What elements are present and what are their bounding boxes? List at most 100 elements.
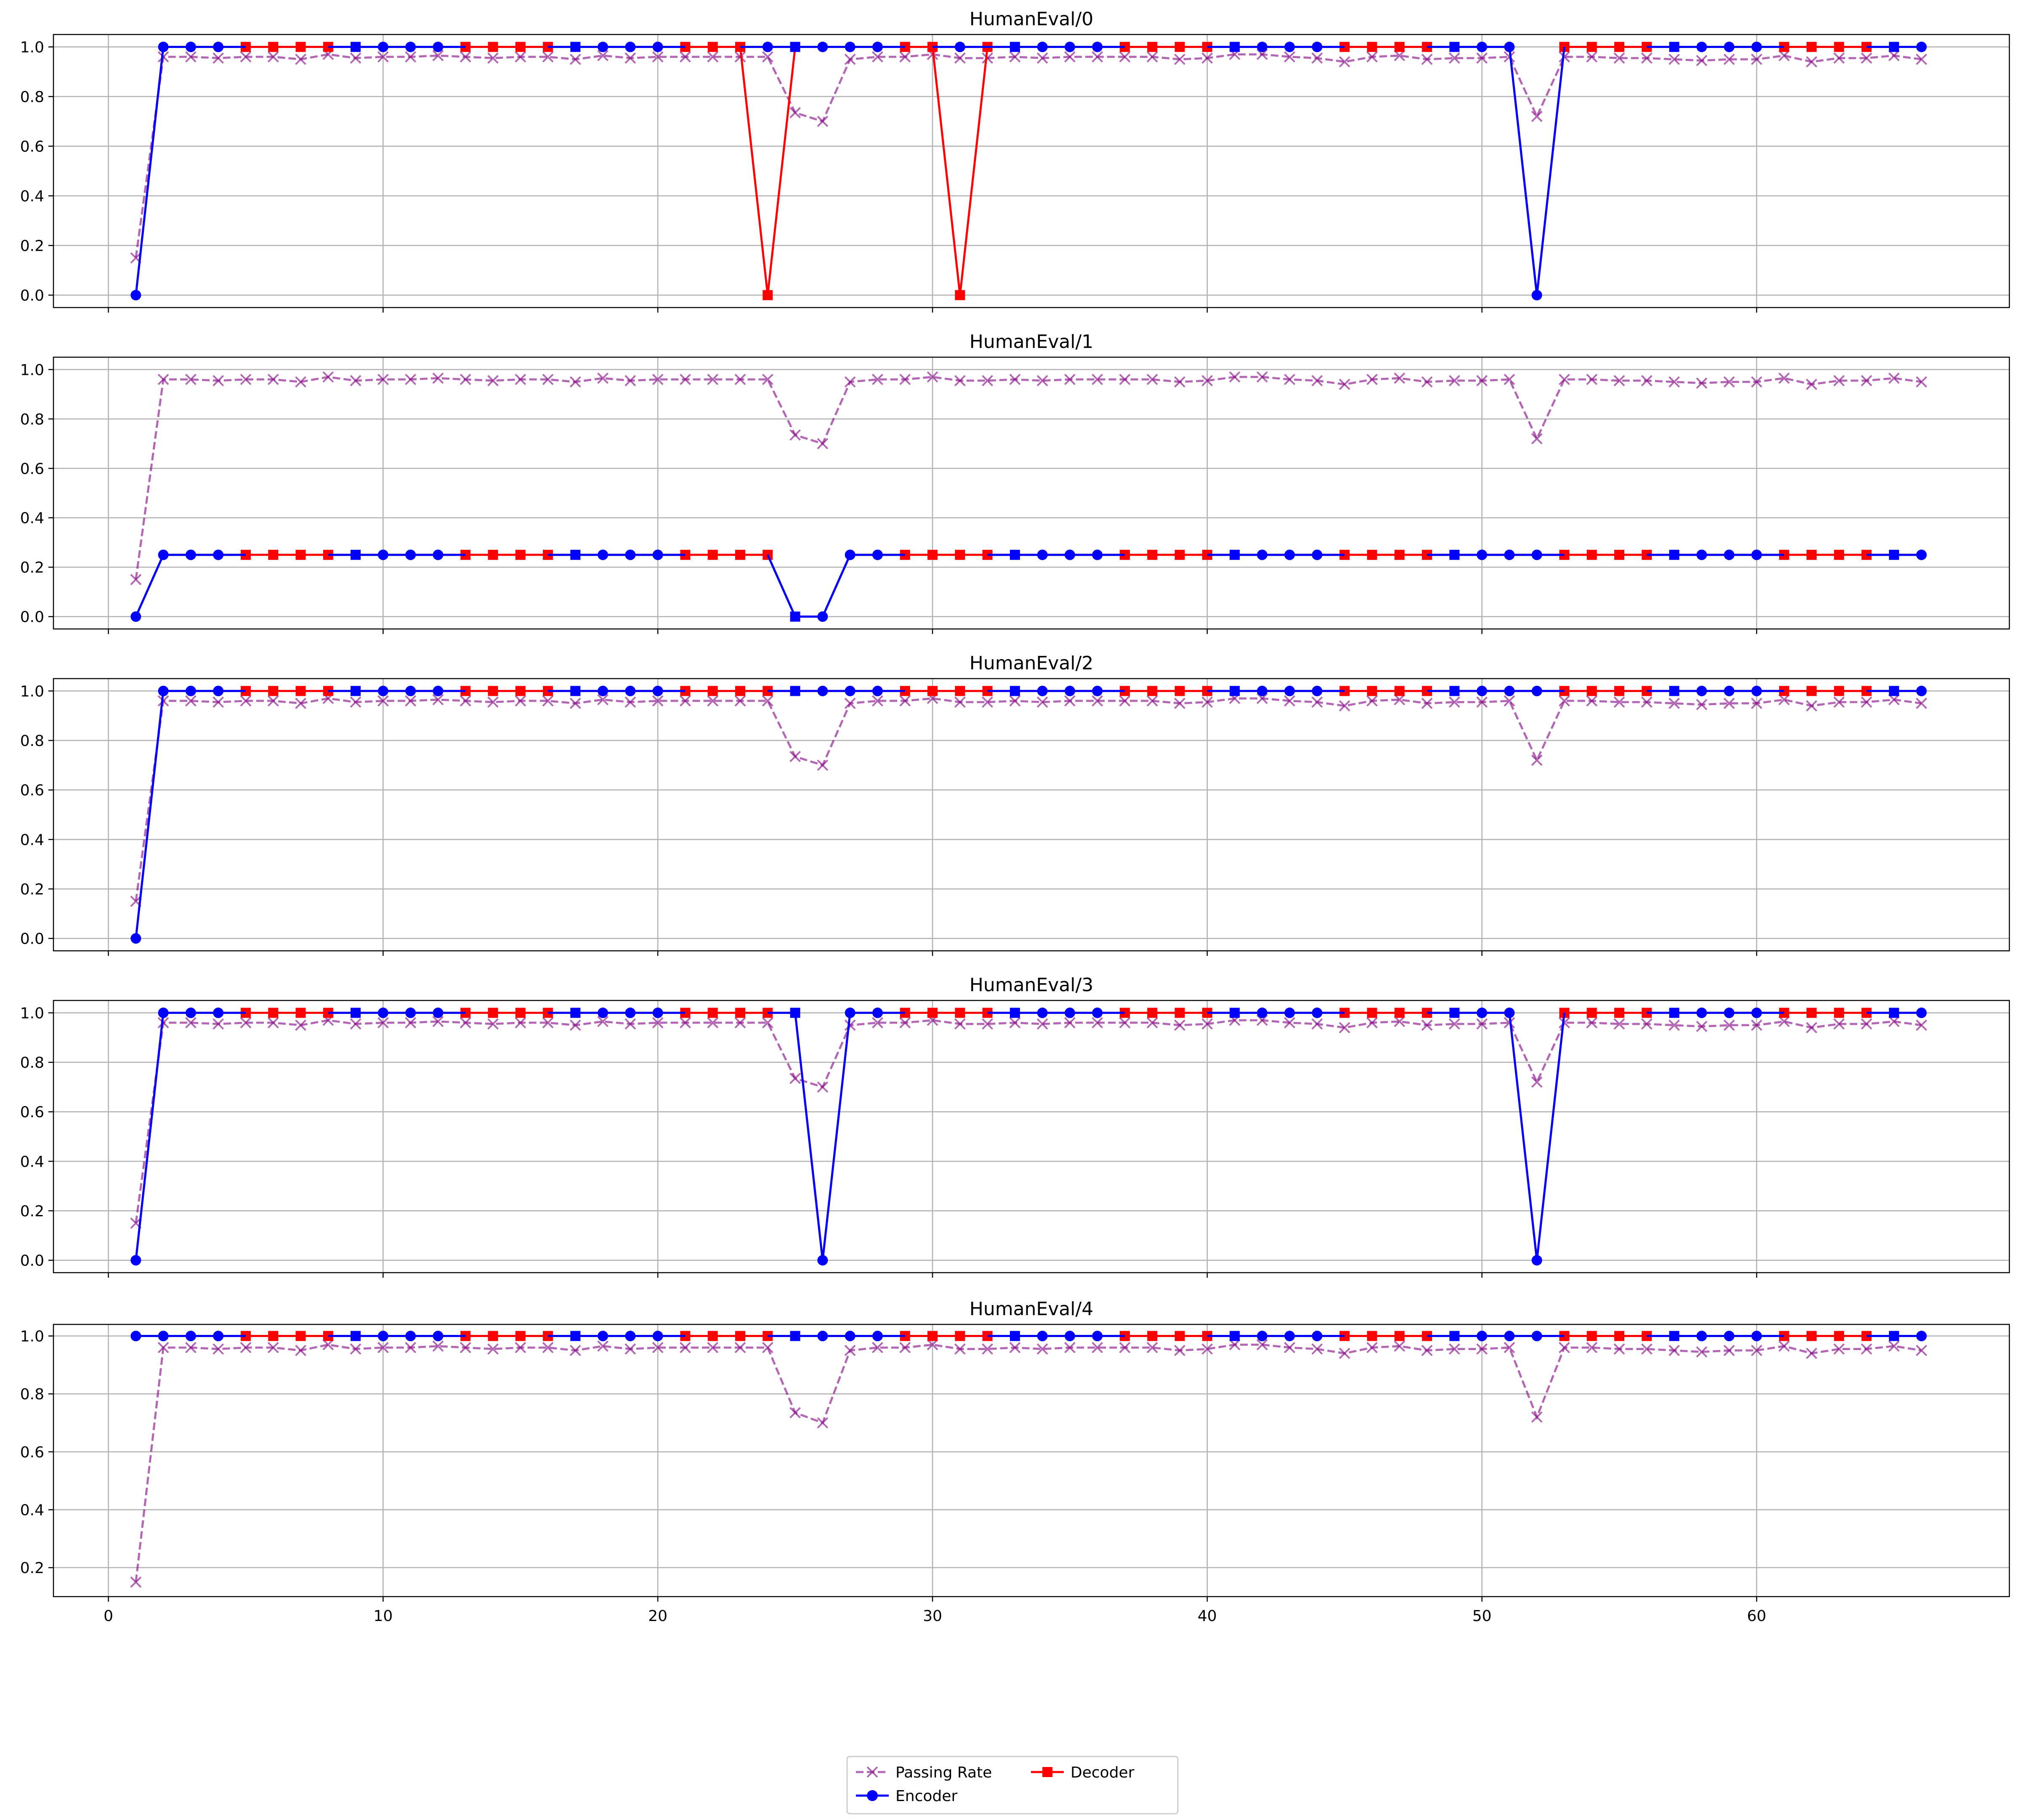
passing-rate-point [954, 1343, 966, 1355]
passing-rate-point [460, 1017, 471, 1029]
passing-rate-point [350, 1343, 361, 1355]
passing-rate-point [624, 375, 636, 387]
passing-rate-point [982, 696, 993, 708]
decoder-point [1586, 1008, 1597, 1018]
y-tick-label: 0.2 [20, 1203, 44, 1220]
decoder-point [488, 1008, 498, 1018]
encoder-point [130, 1331, 141, 1342]
encoder-point [1010, 42, 1020, 52]
encoder-point [1257, 1007, 1267, 1018]
passing-rate-point [432, 372, 444, 384]
encoder-segment [794, 1013, 824, 1260]
passing-rate-point [487, 1343, 499, 1355]
decoder-point [1174, 686, 1185, 696]
decoder-point [268, 42, 279, 52]
decoder-point [295, 1008, 306, 1018]
passing-rate-point [1916, 698, 1927, 709]
legend: Passing Rate Encoder Decoder [846, 1756, 1179, 1815]
passing-rate-point [1696, 55, 1708, 66]
passing-rate-point [817, 116, 829, 127]
series-decoder-line [135, 1011, 1922, 1260]
y-tick-label: 0.0 [20, 931, 44, 948]
encoder-point [1751, 42, 1762, 52]
passing-rate-point [762, 374, 773, 385]
passing-rate-point [1586, 374, 1598, 385]
passing-rate-point [569, 1019, 581, 1031]
encoder-point [377, 1331, 388, 1342]
passing-rate-point [1174, 1345, 1185, 1356]
passing-rate-point [1916, 1345, 1927, 1356]
passing-rate-point [1833, 696, 1845, 708]
passing-rate-point [1778, 694, 1790, 706]
passing-rate-point [1174, 376, 1185, 388]
encoder-point [790, 42, 800, 52]
passing-rate-point [1888, 694, 1900, 706]
passing-rate-point [1366, 1342, 1378, 1353]
decoder-point [1147, 549, 1158, 560]
passing-rate-point [1311, 375, 1323, 387]
passing-rate-point [707, 1017, 719, 1029]
passing-rate-point [350, 696, 361, 708]
encoder-segment [821, 1013, 851, 1260]
encoder-point [598, 1007, 608, 1018]
passing-rate-point [1256, 48, 1268, 60]
passing-rate-point [569, 1345, 581, 1356]
encoder-point [570, 686, 581, 696]
passing-rate-point [1641, 696, 1653, 708]
decoder-point [1174, 1331, 1185, 1341]
passing-rate-point [1119, 51, 1131, 63]
passing-rate-point [982, 1018, 993, 1030]
encoder-point [1531, 1255, 1542, 1266]
encoder-point [1916, 1007, 1927, 1018]
passing-rate-point [1036, 52, 1048, 64]
encoder-point [185, 685, 196, 696]
passing-rate-point [569, 53, 581, 65]
decoder-point [488, 42, 498, 52]
passing-rate-point [734, 1017, 746, 1029]
passing-rate-point [1806, 56, 1817, 68]
passing-rate-point [350, 1018, 361, 1030]
passing-rate-point [295, 1019, 306, 1031]
passing-rate-point [707, 695, 719, 707]
encoder-point [1064, 685, 1075, 696]
passing-rate-point [1448, 375, 1460, 387]
passing-rate-point [267, 1017, 279, 1029]
passing-rate-point [1861, 375, 1872, 387]
passing-rate-point [1861, 1343, 1872, 1355]
encoder-point [1064, 549, 1075, 560]
decoder-point [515, 1008, 526, 1018]
encoder-point [817, 42, 828, 52]
subplot-title: HumanEval/4 [970, 1298, 1094, 1320]
y-tick-label: 0.4 [20, 1502, 44, 1519]
passing-rate-point [652, 1017, 664, 1029]
passing-rate-point [1339, 56, 1350, 68]
passing-rate-point [1751, 1345, 1762, 1356]
encoder-point [1092, 42, 1103, 52]
passing-rate-point [185, 374, 197, 385]
encoder-point [1751, 549, 1762, 560]
passing-rate-point [1613, 1018, 1625, 1030]
passing-rate-point [872, 1017, 883, 1029]
passing-rate-point [1888, 372, 1900, 384]
encoder-point [845, 42, 856, 52]
passing-rate-point [1092, 374, 1103, 385]
passing-rate-point [1366, 51, 1378, 63]
passing-rate-point [1256, 1339, 1268, 1350]
y-tick-label: 0.0 [20, 287, 44, 305]
encoder-point [1669, 1331, 1679, 1341]
passing-rate-point [1696, 377, 1708, 389]
passing-rate-point [899, 695, 911, 707]
passing-rate-point [1311, 1343, 1323, 1355]
axes-frame [53, 356, 2010, 630]
passing-rate-point [1201, 52, 1213, 64]
encoder-point [1257, 549, 1267, 560]
encoder-point [598, 1331, 608, 1342]
passing-rate-point [597, 694, 609, 706]
encoder-point [1230, 1331, 1240, 1341]
decoder-point [515, 686, 526, 696]
passing-rate-point [1366, 374, 1378, 385]
passing-rate-point [872, 695, 883, 707]
passing-rate-point [624, 52, 636, 64]
legend-label-passing-rate: Passing Rate [895, 1764, 992, 1781]
